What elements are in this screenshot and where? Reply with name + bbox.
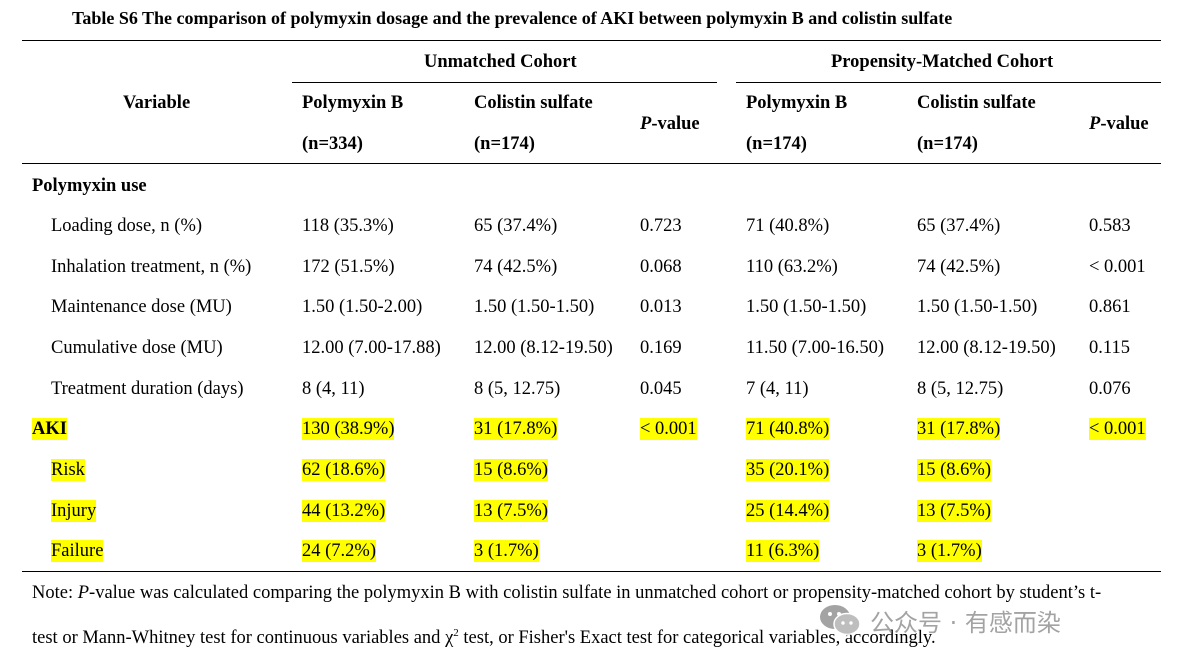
watermark: 公众号 · 有感而染 (818, 602, 1061, 638)
cell-matched-cs: 12.00 (8.12-19.50) (917, 338, 1056, 358)
header-unmatched-pb: Polymyxin B (302, 93, 404, 113)
cell-unmatched-p: 0.045 (640, 379, 682, 399)
table-note-line-2: test or Mann-Whitney test for continuous… (32, 627, 936, 649)
row-label: Treatment duration (days) (51, 379, 244, 399)
cell-matched-pb: 71 (40.8%) (746, 418, 830, 440)
cell-unmatched-p: 0.723 (640, 216, 682, 236)
cell-unmatched-p: 0.068 (640, 257, 682, 277)
cell-unmatched-pb: 1.50 (1.50-2.00) (302, 297, 423, 317)
row-label: Loading dose, n (%) (51, 216, 203, 236)
cell-unmatched-cs: 74 (42.5%) (474, 257, 558, 277)
header-unmatched-pb-n: (n=334) (302, 134, 363, 154)
cell-matched-pb: 7 (4, 11) (746, 379, 809, 399)
cell-matched-cs: 13 (7.5%) (917, 500, 991, 522)
cell-unmatched-pb: 44 (13.2%) (302, 500, 386, 522)
cell-unmatched-cs: 15 (8.6%) (474, 459, 548, 481)
cell-matched-p: 0.076 (1089, 379, 1131, 399)
matched-underline (736, 82, 1161, 83)
cell-unmatched-pb: 8 (4, 11) (302, 379, 365, 399)
cell-unmatched-cs: 3 (1.7%) (474, 540, 539, 562)
header-variable: Variable (123, 93, 191, 113)
header-unmatched-cs-n: (n=174) (474, 134, 535, 154)
cell-unmatched-p: < 0.001 (640, 418, 697, 440)
header-matched-cs: Colistin sulfate (917, 93, 1036, 113)
cell-matched-cs: 8 (5, 12.75) (917, 379, 1004, 399)
row-label: Inhalation treatment, n (%) (51, 257, 252, 277)
cell-unmatched-cs: 65 (37.4%) (474, 216, 558, 236)
cell-unmatched-pb: 62 (18.6%) (302, 459, 386, 481)
top-rule (22, 40, 1161, 41)
cell-unmatched-cs: 31 (17.8%) (474, 418, 558, 440)
cell-unmatched-cs: 1.50 (1.50-1.50) (474, 297, 595, 317)
wechat-icon (820, 605, 861, 636)
watermark-text: 公众号 · 有感而染 (870, 608, 1061, 637)
cell-matched-p: < 0.001 (1089, 418, 1146, 440)
table-bottom-rule (22, 571, 1161, 572)
cell-matched-p: < 0.001 (1089, 257, 1146, 277)
cell-matched-cs: 3 (1.7%) (917, 540, 982, 562)
cell-unmatched-cs: 13 (7.5%) (474, 500, 548, 522)
cell-matched-p: 0.115 (1089, 338, 1130, 358)
unmatched-underline (292, 82, 717, 83)
cell-unmatched-pb: 172 (51.5%) (302, 257, 395, 277)
table-note-line-1: Note: P-value was calculated comparing t… (32, 583, 1102, 603)
table-title: Table S6 The comparison of polymyxin dos… (72, 8, 953, 28)
row-label: Failure (51, 540, 104, 562)
cell-matched-pb: 1.50 (1.50-1.50) (746, 297, 867, 317)
cell-matched-p: 0.583 (1089, 216, 1131, 236)
cell-unmatched-cs: 12.00 (8.12-19.50) (474, 338, 613, 358)
row-label: Injury (51, 500, 97, 522)
row-label: Maintenance dose (MU) (51, 297, 232, 317)
cell-unmatched-pb: 24 (7.2%) (302, 540, 376, 562)
header-matched-pvalue: P-value (1089, 114, 1149, 134)
cell-matched-pb: 110 (63.2%) (746, 257, 838, 277)
cell-matched-pb: 71 (40.8%) (746, 216, 830, 236)
row-label: Cumulative dose (MU) (51, 338, 223, 358)
cell-matched-cs: 15 (8.6%) (917, 459, 991, 481)
cell-matched-pb: 11 (6.3%) (746, 540, 820, 562)
cell-matched-pb: 25 (14.4%) (746, 500, 830, 522)
cell-unmatched-pb: 118 (35.3%) (302, 216, 394, 236)
header-matched-pb: Polymyxin B (746, 93, 848, 113)
cell-unmatched-p: 0.169 (640, 338, 682, 358)
header-matched-pb-n: (n=174) (746, 134, 807, 154)
header-matched-cs-n: (n=174) (917, 134, 978, 154)
row-label: Risk (51, 459, 85, 481)
cell-matched-cs: 31 (17.8%) (917, 418, 1001, 440)
cell-unmatched-pb: 130 (38.9%) (302, 418, 395, 440)
header-unmatched-cs: Colistin sulfate (474, 93, 593, 113)
cell-matched-cs: 1.50 (1.50-1.50) (917, 297, 1038, 317)
section-polymyxin-use: Polymyxin use (32, 176, 147, 196)
header-unmatched-cohort: Unmatched Cohort (424, 52, 577, 72)
header-unmatched-pvalue: P-value (640, 114, 700, 134)
cell-matched-pb: 11.50 (7.00-16.50) (746, 338, 885, 358)
row-label: AKI (32, 418, 67, 440)
header-matched-cohort: Propensity-Matched Cohort (831, 52, 1054, 72)
cell-unmatched-cs: 8 (5, 12.75) (474, 379, 561, 399)
cell-unmatched-p: 0.013 (640, 297, 682, 317)
cell-matched-cs: 65 (37.4%) (917, 216, 1001, 236)
cell-matched-pb: 35 (20.1%) (746, 459, 830, 481)
cell-matched-p: 0.861 (1089, 297, 1131, 317)
cell-matched-cs: 74 (42.5%) (917, 257, 1001, 277)
cell-unmatched-pb: 12.00 (7.00-17.88) (302, 338, 441, 358)
header-bottom-rule (22, 163, 1161, 164)
